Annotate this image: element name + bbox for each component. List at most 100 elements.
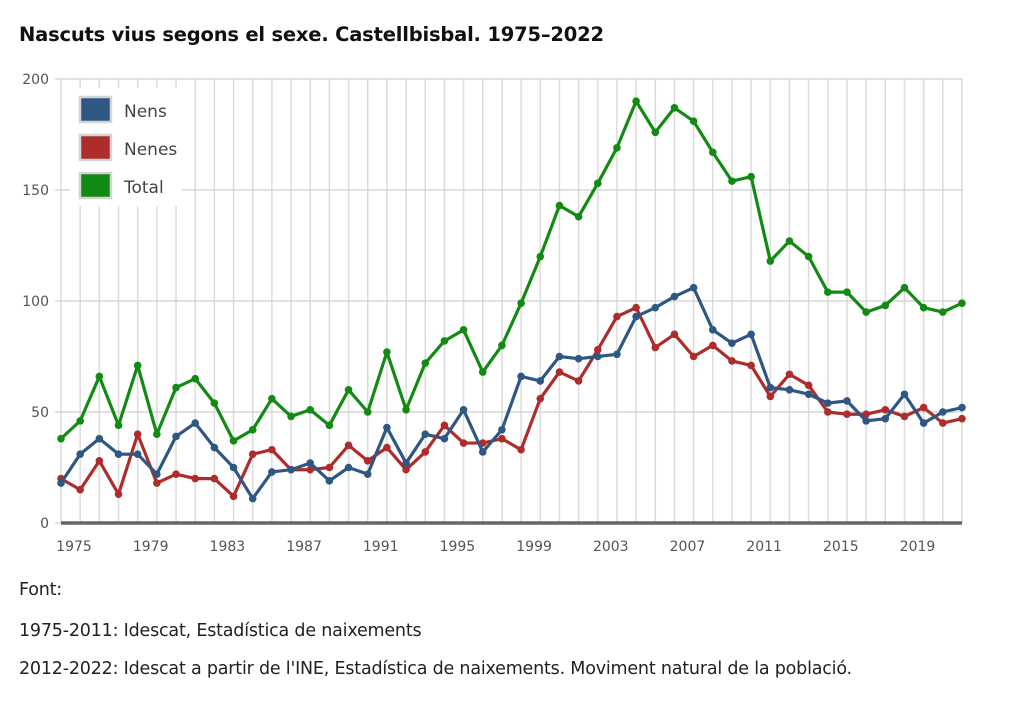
data-point-total[interactable] (651, 128, 660, 137)
data-point-total[interactable] (536, 252, 545, 261)
data-point-nens[interactable] (172, 432, 180, 441)
data-point-nens[interactable] (670, 292, 679, 301)
data-point-nens[interactable] (191, 419, 199, 427)
data-point-nens[interactable] (900, 390, 909, 399)
data-point-nenes[interactable] (153, 479, 161, 487)
data-point-total[interactable] (574, 212, 583, 221)
data-point-total[interactable] (824, 288, 832, 296)
data-point-nenes[interactable] (939, 419, 947, 427)
data-point-total[interactable] (881, 301, 890, 310)
data-point-nenes[interactable] (498, 434, 506, 443)
data-point-nens[interactable] (593, 352, 602, 361)
data-point-nens[interactable] (613, 350, 621, 359)
data-point-total[interactable] (517, 299, 525, 308)
data-point-nens[interactable] (498, 425, 506, 434)
data-point-total[interactable] (689, 117, 698, 125)
data-point-nenes[interactable] (632, 303, 640, 312)
data-point-nenes[interactable] (824, 408, 832, 416)
data-point-total[interactable] (421, 359, 430, 367)
data-point-nens[interactable] (287, 465, 295, 474)
data-point-nenes[interactable] (958, 414, 966, 423)
data-point-nens[interactable] (114, 450, 123, 458)
data-point-nens[interactable] (402, 459, 410, 467)
data-point-total[interactable] (363, 408, 372, 416)
legend-item-nens[interactable]: Nens (78, 95, 167, 124)
data-point-total[interactable] (958, 299, 966, 308)
data-point-total[interactable] (114, 421, 123, 430)
data-point-nenes[interactable] (843, 410, 851, 419)
data-point-nenes[interactable] (402, 465, 410, 474)
data-point-nens[interactable] (133, 450, 142, 458)
data-point-nens[interactable] (517, 372, 525, 381)
data-point-nenes[interactable] (363, 457, 372, 465)
data-point-nens[interactable] (344, 463, 353, 472)
data-point-nenes[interactable] (325, 463, 334, 472)
data-point-total[interactable] (613, 144, 621, 152)
data-point-nens[interactable] (57, 479, 65, 487)
data-point-nenes[interactable] (919, 403, 928, 412)
data-point-nenes[interactable] (133, 430, 142, 439)
legend-item-total[interactable]: Total (78, 171, 164, 200)
data-point-total[interactable] (498, 341, 506, 350)
data-point-total[interactable] (57, 434, 65, 443)
data-point-total[interactable] (862, 308, 870, 316)
data-point-nens[interactable] (919, 419, 928, 427)
data-point-nenes[interactable] (344, 441, 353, 450)
data-point-total[interactable] (555, 201, 564, 210)
data-point-total[interactable] (939, 308, 947, 316)
data-point-total[interactable] (843, 288, 851, 296)
data-point-nens[interactable] (153, 470, 161, 478)
data-point-nens[interactable] (76, 450, 84, 458)
data-point-nens[interactable] (708, 326, 717, 334)
data-point-total[interactable] (325, 421, 334, 430)
data-point-total[interactable] (248, 425, 257, 434)
data-point-total[interactable] (210, 399, 219, 407)
data-point-total[interactable] (900, 283, 909, 292)
data-point-nens[interactable] (95, 434, 104, 443)
data-point-nens[interactable] (268, 468, 276, 476)
data-point-total[interactable] (191, 374, 199, 383)
data-point-nenes[interactable] (670, 330, 679, 339)
data-point-nens[interactable] (881, 414, 890, 423)
data-point-nenes[interactable] (440, 421, 449, 430)
data-point-nens[interactable] (229, 463, 238, 472)
legend-item-nenes[interactable]: Nenes (78, 133, 177, 162)
data-point-total[interactable] (133, 361, 142, 370)
data-point-nens[interactable] (574, 354, 583, 363)
data-point-total[interactable] (632, 97, 640, 105)
data-point-nenes[interactable] (268, 445, 276, 454)
data-point-nenes[interactable] (766, 392, 775, 401)
data-point-total[interactable] (593, 179, 602, 188)
data-point-nens[interactable] (306, 459, 315, 467)
data-point-nenes[interactable] (881, 405, 890, 414)
data-point-nens[interactable] (689, 283, 698, 292)
data-point-total[interactable] (153, 430, 161, 439)
data-point-nenes[interactable] (191, 474, 199, 483)
data-point-total[interactable] (268, 394, 276, 403)
data-point-nenes[interactable] (536, 394, 545, 403)
data-point-nens[interactable] (325, 477, 334, 485)
data-point-nens[interactable] (804, 390, 813, 399)
data-point-total[interactable] (402, 405, 410, 414)
data-point-nens[interactable] (459, 405, 468, 414)
data-point-nens[interactable] (651, 303, 660, 312)
data-point-nens[interactable] (210, 443, 219, 452)
data-point-nens[interactable] (440, 434, 449, 443)
data-point-nens[interactable] (383, 423, 391, 432)
data-point-nenes[interactable] (651, 343, 660, 352)
data-point-total[interactable] (708, 148, 717, 157)
data-point-nenes[interactable] (114, 490, 123, 498)
data-point-nenes[interactable] (555, 368, 564, 376)
data-point-nenes[interactable] (708, 341, 717, 350)
data-point-nens[interactable] (421, 430, 430, 439)
data-point-total[interactable] (76, 417, 84, 425)
data-point-nenes[interactable] (747, 361, 755, 370)
data-point-total[interactable] (95, 372, 104, 381)
data-point-nenes[interactable] (172, 470, 180, 478)
data-point-nens[interactable] (248, 494, 257, 503)
data-point-nenes[interactable] (862, 410, 870, 419)
data-point-nens[interactable] (862, 417, 870, 425)
data-point-nens[interactable] (843, 397, 851, 405)
data-point-nenes[interactable] (421, 448, 430, 456)
data-point-nenes[interactable] (574, 377, 583, 385)
